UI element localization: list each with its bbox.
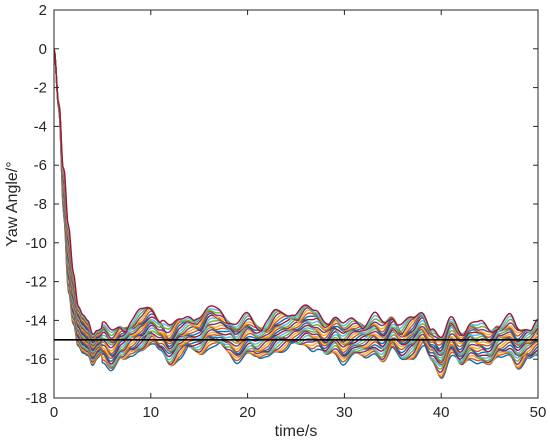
series-line <box>54 48 538 357</box>
series-line <box>54 48 538 354</box>
y-tick-label: -12 <box>25 274 47 291</box>
series-line <box>54 48 538 357</box>
series-line <box>54 48 538 352</box>
series-line <box>54 48 538 359</box>
plot-area <box>54 48 538 379</box>
x-tick-label: 40 <box>433 404 450 421</box>
y-tick-label: -10 <box>25 235 47 252</box>
x-tick-label: 20 <box>239 404 256 421</box>
x-tick-label: 30 <box>336 404 353 421</box>
series-line <box>54 48 538 346</box>
y-tick-label: 0 <box>39 41 47 58</box>
series-line <box>54 48 538 355</box>
series-line <box>54 48 538 367</box>
y-tick-label: -14 <box>25 312 47 329</box>
series-line <box>54 48 538 376</box>
y-axis-ticks: -18 -16 -14 -12 -10 -8 -6 -4 -2 0 2 <box>25 2 538 407</box>
x-tick-label: 10 <box>142 404 159 421</box>
series-line <box>54 48 538 343</box>
y-tick-label: -8 <box>34 196 47 213</box>
series-line <box>54 48 538 365</box>
y-axis-label: Yaw Angle/° <box>4 161 21 246</box>
y-tick-label: -18 <box>25 390 47 407</box>
series-line <box>54 48 538 340</box>
series-line <box>54 48 538 355</box>
series-line <box>54 48 538 339</box>
y-tick-label: -16 <box>25 351 47 368</box>
y-tick-label: -6 <box>34 157 47 174</box>
series-line <box>54 48 538 365</box>
y-tick-label: -2 <box>34 80 47 97</box>
y-tick-label: 2 <box>39 2 47 19</box>
x-axis-label: time/s <box>275 423 318 440</box>
series-line <box>54 48 538 366</box>
x-tick-label: 50 <box>530 404 547 421</box>
series-line <box>54 48 538 354</box>
series-line <box>54 48 538 373</box>
axes-box <box>53 9 539 399</box>
x-tick-label: 0 <box>50 404 58 421</box>
series-line <box>54 48 538 341</box>
y-tick-label: -4 <box>34 118 47 135</box>
series-line <box>54 48 538 339</box>
series-line <box>54 48 538 350</box>
series-line <box>54 48 538 355</box>
